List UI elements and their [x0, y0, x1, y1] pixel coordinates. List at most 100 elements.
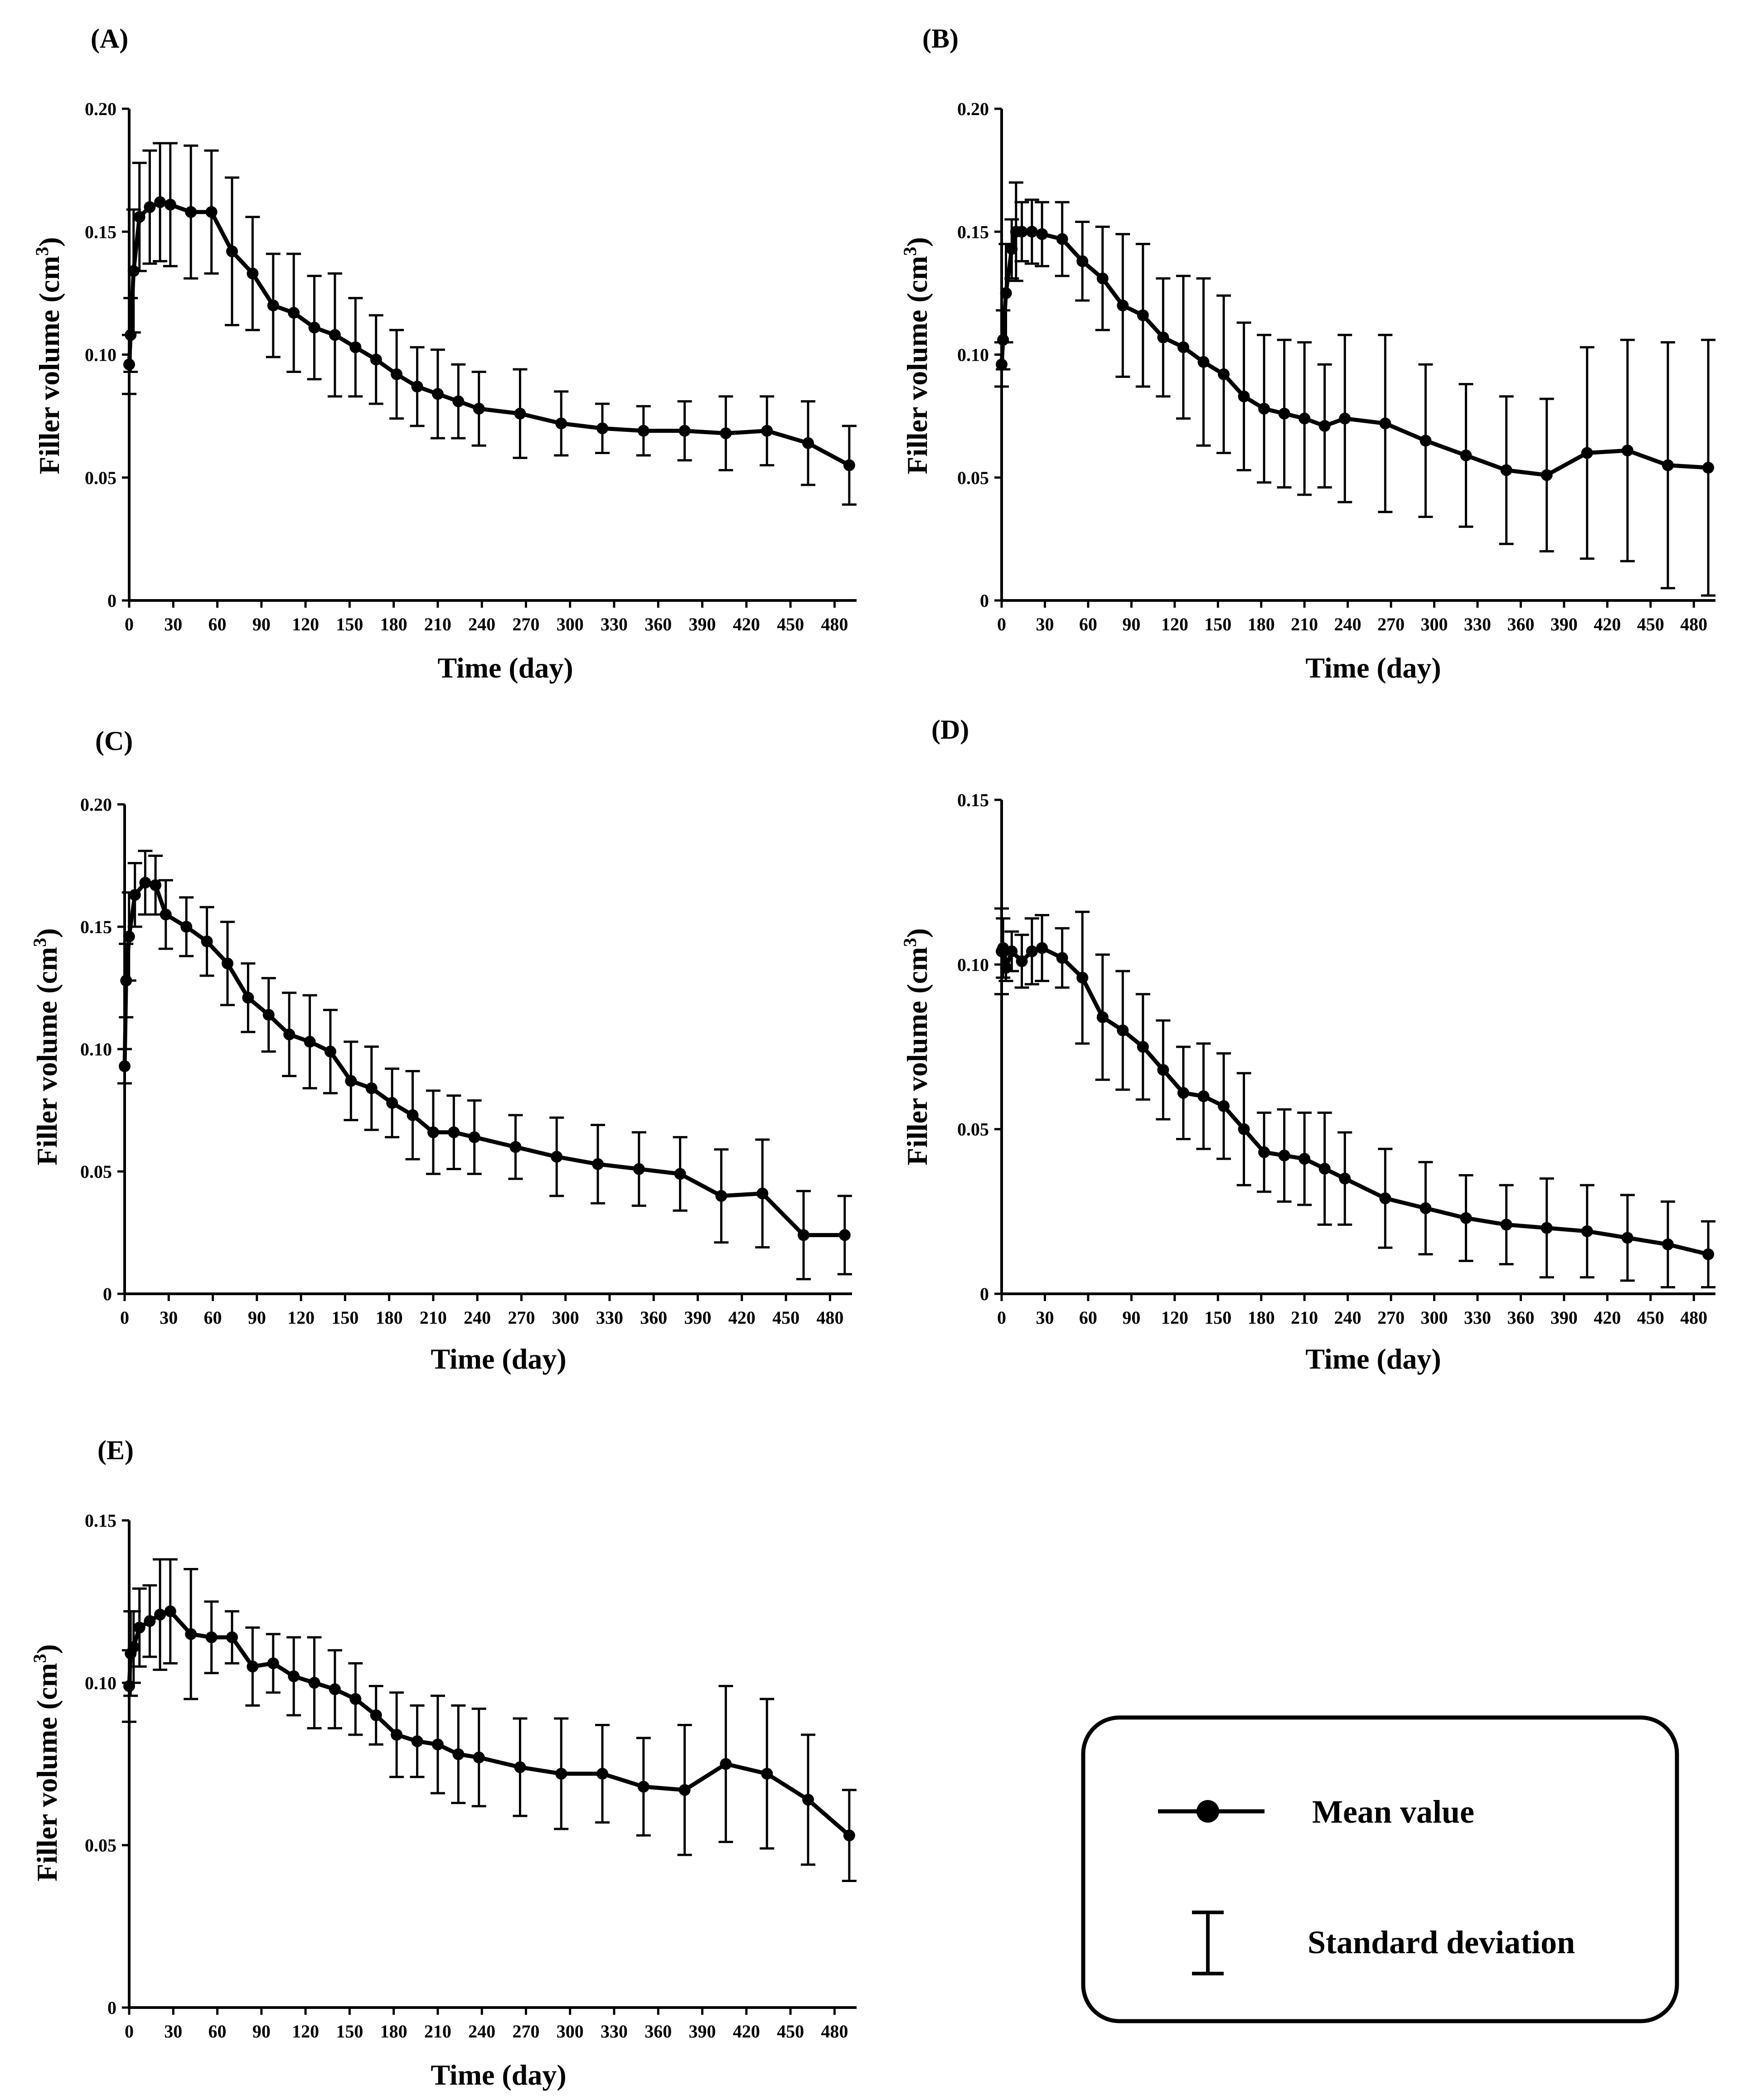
mean-line [127, 1609, 851, 1837]
x-tick-label: 420 [1594, 614, 1621, 634]
data-point [247, 1660, 259, 1673]
data-point [1541, 469, 1553, 481]
x-tick-label: 210 [424, 614, 451, 634]
data-point [514, 407, 526, 420]
x-tick-label: 330 [601, 614, 628, 634]
y-tick-label: 0 [980, 590, 989, 611]
data-point [633, 1163, 645, 1175]
data-point [283, 1028, 296, 1040]
x-axis-title: Time (day) [1305, 1343, 1441, 1375]
data-point [345, 1075, 357, 1087]
x-tick-label: 360 [640, 1307, 667, 1328]
data-point [127, 265, 140, 277]
y-axis-title-close: ) [901, 237, 933, 247]
x-tick-label: 360 [1507, 614, 1534, 634]
data-point [1026, 226, 1038, 238]
data-point [1581, 447, 1593, 459]
data-point [1026, 945, 1038, 958]
y-tick-label: 0.10 [85, 345, 116, 365]
data-point [756, 1187, 769, 1200]
data-point [127, 1641, 140, 1653]
x-tick-label: 120 [292, 2021, 319, 2042]
data-point [154, 196, 166, 208]
panel-label: (A) [91, 24, 128, 53]
x-tick-label: 30 [1036, 614, 1054, 634]
x-tick-label: 210 [420, 1307, 447, 1328]
data-point [802, 1794, 814, 1806]
x-tick-label: 300 [1421, 614, 1448, 634]
data-point [324, 1045, 336, 1058]
data-point [154, 1608, 166, 1621]
data-point [308, 321, 320, 334]
chart-panel-d: (D) 0 0.05 0.10 0.15 0 30 60 90 120 150 180 210 240 27… [900, 715, 1716, 1375]
data-point [431, 388, 444, 400]
x-tick-label: 270 [508, 1307, 535, 1328]
x-tick-label: 450 [777, 614, 804, 634]
x-tick-label: 270 [1377, 614, 1405, 634]
data-point [427, 1126, 439, 1138]
data-point [448, 1126, 460, 1138]
data-point [1621, 1232, 1633, 1244]
y-axis-title-text: Filler volume (cm [31, 1663, 63, 1882]
data-point [1096, 1011, 1109, 1023]
x-tick-label: 450 [1637, 1307, 1664, 1328]
y-tick-label: 0.05 [80, 1161, 112, 1182]
legend-mean-label: Mean value [1312, 1794, 1474, 1830]
data-point [715, 1190, 727, 1202]
data-point [1278, 407, 1290, 420]
chart-panel-a: (A) 0 0.05 0.10 0.15 0.20 0 30 60 90 120 150 180 210 2… [32, 24, 857, 684]
line-with-dot-icon [1158, 1800, 1265, 1823]
data-point [120, 974, 132, 987]
data-point [288, 307, 300, 319]
data-point [1298, 412, 1311, 425]
x-tick-label: 120 [1161, 1307, 1188, 1328]
y-tick-label: 0.20 [80, 794, 112, 815]
x-tick-label: 210 [424, 2021, 451, 2042]
data-point [125, 329, 137, 341]
data-point [370, 353, 382, 366]
y-axis-title-superscript: 3 [29, 1654, 50, 1663]
y-axis-title-text: Filler volume (cm [901, 256, 933, 474]
x-tick-label: 360 [644, 614, 672, 634]
data-point [1117, 300, 1129, 311]
x-tick-label: 390 [1550, 1307, 1578, 1328]
x-tick-label: 450 [1637, 614, 1664, 634]
data-point [1258, 402, 1270, 415]
y-tick-label: 0.15 [80, 917, 112, 937]
x-tick-label: 330 [601, 2021, 628, 2042]
x-tick-label: 150 [331, 1307, 359, 1328]
x-tick-label: 180 [380, 2021, 407, 2042]
x-tick-label: 210 [1291, 614, 1318, 634]
x-tick-label: 390 [1550, 614, 1578, 634]
x-tick-label: 240 [468, 614, 495, 634]
data-point [1056, 952, 1068, 964]
data-point [678, 425, 691, 437]
chart-panel-b: (B) 0 0.05 0.10 0.15 0.20 0 30 60 90 120 150 180 210 2… [900, 24, 1716, 684]
data-point [1056, 233, 1068, 245]
data-point [349, 1693, 362, 1705]
x-tick-label: 150 [336, 614, 363, 634]
x-tick-label: 180 [1248, 614, 1275, 634]
data-point [139, 876, 151, 889]
data-point [1137, 1041, 1149, 1053]
y-axis-title-close: ) [31, 928, 63, 938]
chart-panel-e: (E) 0 0.05 0.10 0.15 0 30 60 90 120 150 180 210 240 27… [29, 1435, 857, 2091]
x-tick-label: 480 [821, 2021, 848, 2042]
data-point [473, 1752, 485, 1764]
data-point [119, 1060, 131, 1072]
data-point [555, 1768, 567, 1780]
x-tick-label: 390 [689, 2021, 716, 2042]
x-tick-label: 240 [1334, 614, 1361, 634]
mean-line [122, 881, 845, 1237]
data-point [407, 1109, 419, 1121]
data-point [452, 1748, 465, 1760]
x-tick-label: 270 [512, 2021, 539, 2042]
data-point [1238, 390, 1250, 402]
y-axis-title: Filler volume (cm3) [900, 928, 933, 1166]
x-tick-label: 420 [1594, 1307, 1621, 1328]
data-point [1339, 412, 1351, 425]
data-point [329, 1683, 341, 1695]
data-point [1420, 435, 1432, 447]
x-tick-label: 300 [1421, 1307, 1448, 1328]
data-point [1016, 955, 1028, 968]
